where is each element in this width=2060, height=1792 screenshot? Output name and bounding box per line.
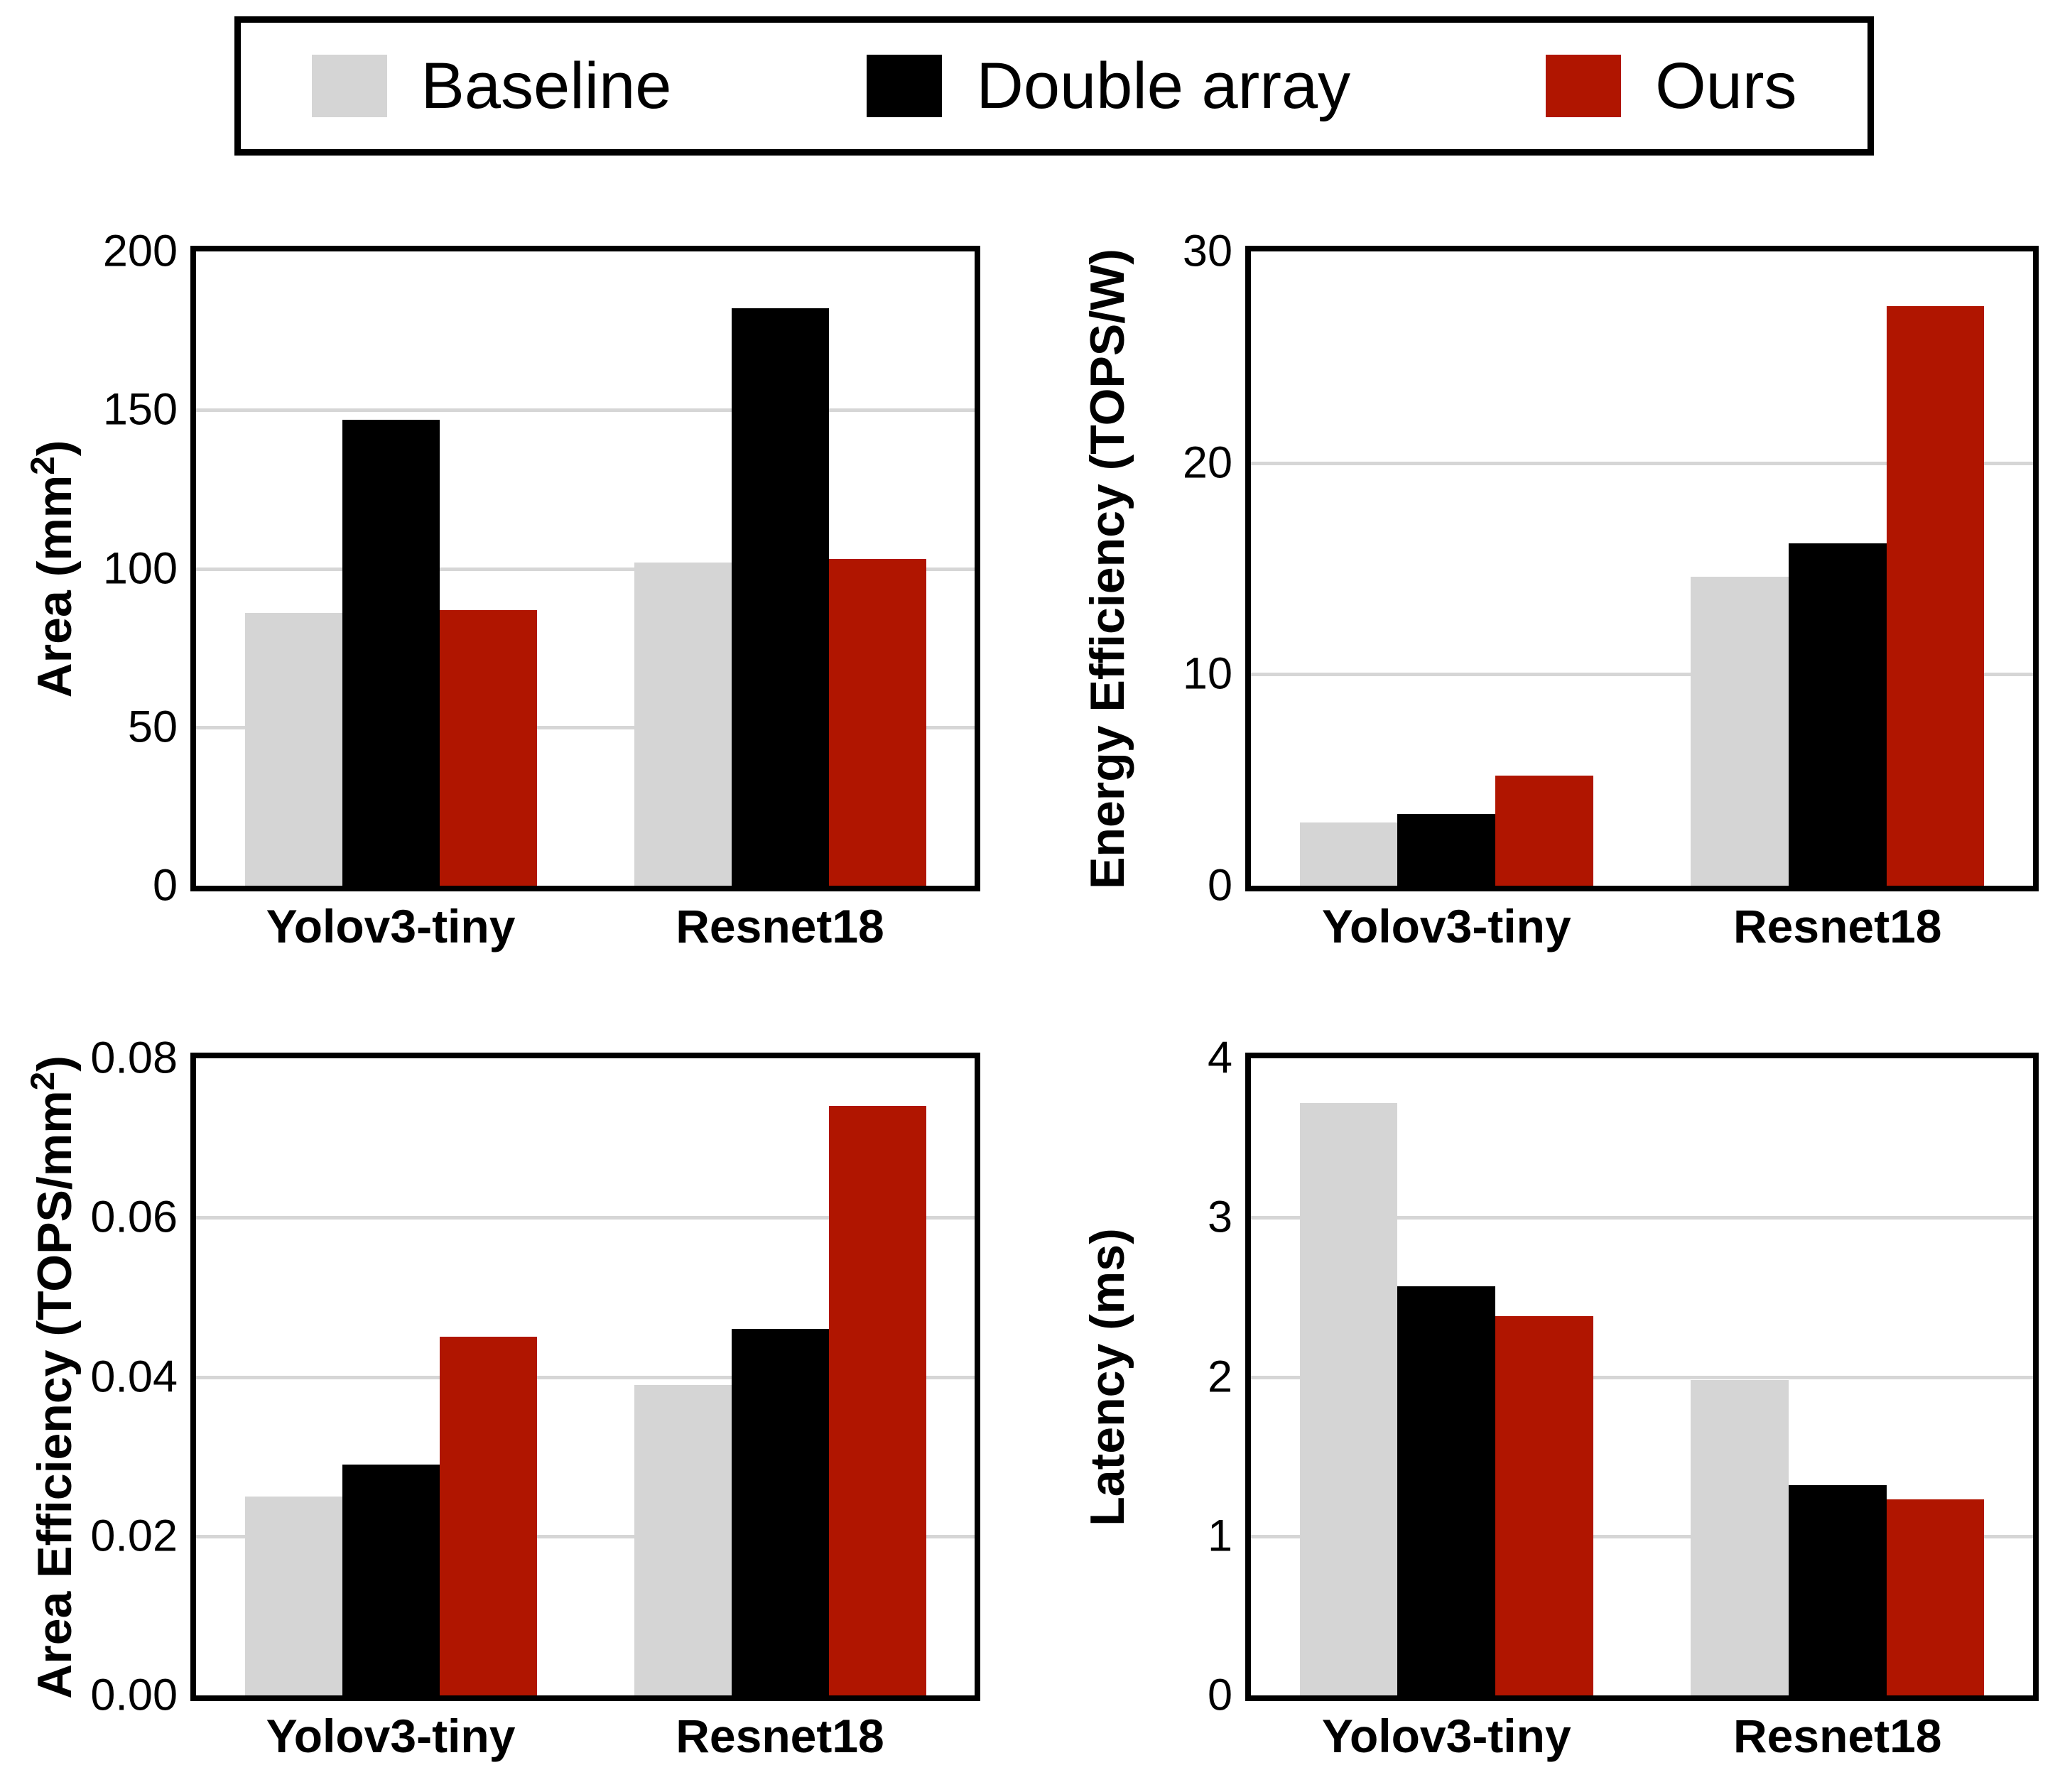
gridline [196,1375,975,1379]
legend-item-ours: Ours [1546,50,1797,122]
gridline [1251,673,2033,677]
chart-energy-efficiency: Energy Efficiency (TOPS/W) 0 10 20 30 Yolov3-… [1080,229,2039,950]
chart-area: Area (mm2) 0 50 100 150 200 Yolov3-tiny Resnet1… [24,229,980,950]
bar-double-array [1788,1485,1887,1695]
bar-double-array [731,1329,829,1695]
bar-ours [439,1337,537,1695]
chart-area-efficiency: Area Efficiency (TOPS/mm2) 0.00 0.02 0.04 0.… [24,1036,980,1759]
gridline [196,725,975,729]
bar-ours [1886,306,1985,886]
y-tick-label: 0 [152,860,178,911]
bar-baseline [634,1384,732,1695]
x-category-label: Yolov3-tiny [266,900,516,952]
x-category-label: Resnet18 [1733,1710,1942,1762]
x-category-label: Yolov3-tiny [266,1710,516,1762]
x-category-label: Yolov3-tiny [1321,900,1571,952]
x-category-label: Resnet18 [676,900,884,952]
y-tick-label: 0.04 [90,1352,178,1401]
y-axis-title: Latency (ms) [1080,1227,1134,1526]
y-tick-label: 0.00 [90,1670,178,1720]
gridline [1251,1534,2033,1538]
bar-ours [1495,1316,1593,1695]
y-axis-title: Area (mm2) [24,440,82,697]
legend-label: Baseline [421,50,672,122]
gridline [1251,461,2033,465]
bar-ours [439,609,537,886]
x-category-label: Yolov3-tiny [1321,1710,1571,1762]
bar-ours [1886,1499,1985,1695]
legend-item-baseline: Baseline [311,50,672,122]
y-tick-label: 0.06 [90,1192,178,1242]
bar-baseline [244,1496,342,1695]
y-tick-label: 0 [1207,860,1232,911]
y-tick-label: 50 [127,702,178,752]
bar-baseline [1299,822,1398,886]
gridline [1251,1375,2033,1379]
y-axis-title: Energy Efficiency (TOPS/W) [1080,248,1134,889]
baseline-swatch-icon [311,55,387,117]
x-category-label: Resnet18 [1733,900,1942,952]
bar-ours [828,559,926,886]
y-tick-label: 0.02 [90,1511,178,1561]
y-tick-label: 0 [1207,1670,1232,1720]
bar-baseline [1299,1102,1398,1695]
legend-item-double-array: Double array [867,53,1350,119]
bar-baseline [1691,1380,1789,1695]
x-category-label: Resnet18 [676,1710,884,1762]
gridline [196,567,975,571]
chart-legend: Baseline Double array Ours [234,16,1874,156]
gridline [196,408,975,413]
chart-latency: Latency (ms) 0 1 2 3 4 Yolov3-tiny Resnet18 [1080,1036,2039,1759]
bar-double-array [342,419,440,886]
y-tick-label: 2 [1207,1352,1232,1401]
bar-double-array [1788,543,1887,886]
y-tick-label: 1 [1207,1511,1232,1561]
y-tick-label: 150 [102,384,178,435]
y-tick-label: 10 [1182,648,1232,699]
y-tick-label: 100 [102,543,178,593]
y-tick-label: 0.08 [90,1033,178,1083]
gridline [1251,1216,2033,1220]
legend-label: Ours [1655,50,1797,122]
ours-swatch-icon [1546,55,1622,117]
double-array-swatch-icon [867,55,943,117]
bar-double-array [342,1464,440,1695]
y-tick-label: 30 [1182,226,1232,276]
gridline [196,1534,975,1538]
bar-baseline [244,613,342,886]
gridline [196,1216,975,1220]
bar-baseline [1691,577,1789,886]
bar-baseline [634,562,732,886]
bar-double-array [1397,1286,1496,1695]
bar-ours [1495,776,1593,886]
bar-ours [828,1106,926,1695]
y-tick-label: 200 [102,226,178,276]
y-tick-label: 4 [1207,1033,1232,1083]
y-tick-label: 3 [1207,1192,1232,1242]
y-axis-title: Area Efficiency (TOPS/mm2) [24,1055,82,1699]
bar-double-array [731,308,829,886]
legend-label: Double array [976,50,1351,122]
bar-double-array [1397,813,1496,886]
y-tick-label: 20 [1182,438,1232,488]
